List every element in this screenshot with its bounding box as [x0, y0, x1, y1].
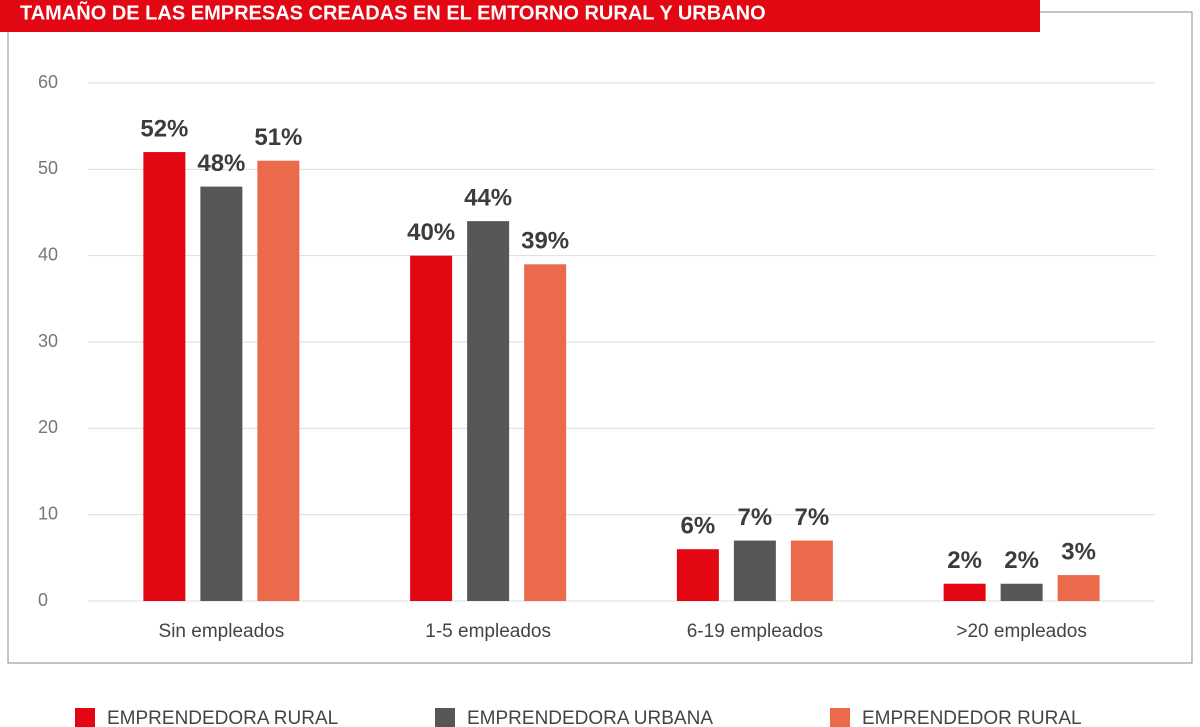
- value-label: 6%: [681, 513, 716, 540]
- bar: [200, 186, 243, 601]
- legend-label: EMPRENDEDORA URBANA: [467, 708, 713, 727]
- bar: [467, 221, 510, 601]
- y-tick-label: 50: [38, 158, 58, 178]
- value-label: 44%: [464, 184, 512, 211]
- bar: [676, 549, 719, 601]
- value-label: 2%: [947, 547, 982, 574]
- y-tick-label: 10: [38, 503, 58, 523]
- value-label: 40%: [407, 219, 455, 246]
- chart-title: TAMAÑO DE LAS EMPRESAS CREADAS EN EL EMT…: [20, 1, 766, 24]
- x-tick-label: >20 empleados: [956, 621, 1086, 642]
- bar: [143, 152, 186, 602]
- legend-label: EMPRENDEDORA RURAL: [107, 708, 338, 727]
- y-tick-label: 60: [38, 72, 58, 92]
- legend-swatch: [830, 708, 850, 727]
- x-tick-label: Sin empleados: [159, 621, 285, 642]
- value-label: 52%: [140, 115, 188, 142]
- legend-swatch: [435, 708, 455, 727]
- y-tick-label: 40: [38, 244, 58, 264]
- value-label: 48%: [197, 150, 245, 177]
- value-label: 51%: [254, 124, 302, 151]
- value-label: 7%: [795, 504, 830, 531]
- value-label: 39%: [521, 228, 569, 255]
- legend-swatch: [75, 708, 95, 727]
- y-tick-label: 20: [38, 417, 58, 437]
- y-tick-label: 30: [38, 331, 58, 351]
- bar: [943, 583, 986, 601]
- value-label: 3%: [1061, 538, 1096, 565]
- legend-label: EMPRENDEDOR RURAL: [862, 708, 1082, 727]
- bar: [1057, 575, 1100, 601]
- bar: [410, 255, 453, 601]
- value-label: 7%: [738, 504, 773, 531]
- x-tick-label: 1-5 empleados: [425, 621, 551, 642]
- title-box: [0, 0, 1040, 32]
- bar: [524, 264, 567, 601]
- bar: [733, 540, 776, 601]
- y-tick-label: 0: [38, 590, 48, 610]
- bar: [257, 160, 300, 601]
- bar: [790, 540, 833, 601]
- x-tick-label: 6-19 empleados: [687, 621, 823, 642]
- value-label: 2%: [1004, 547, 1039, 574]
- bar: [1000, 583, 1043, 601]
